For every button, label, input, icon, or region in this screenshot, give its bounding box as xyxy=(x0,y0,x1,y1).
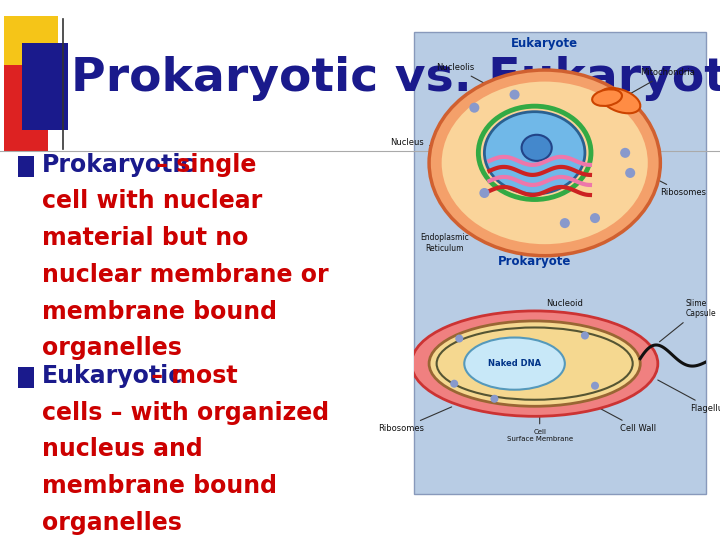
Text: Nucleus: Nucleus xyxy=(390,138,487,152)
Text: Eukaryote: Eukaryote xyxy=(511,37,578,50)
FancyBboxPatch shape xyxy=(4,65,48,151)
FancyBboxPatch shape xyxy=(22,43,68,130)
Circle shape xyxy=(591,382,599,390)
Circle shape xyxy=(590,213,600,223)
Text: organelles: organelles xyxy=(42,511,181,535)
Circle shape xyxy=(490,395,498,403)
Text: nucleus and: nucleus and xyxy=(42,437,202,461)
Text: Cell
Surface Membrane: Cell Surface Membrane xyxy=(507,409,572,442)
Text: cells – with organized: cells – with organized xyxy=(42,401,329,424)
Text: nuclear membrane or: nuclear membrane or xyxy=(42,263,328,287)
Text: material but no: material but no xyxy=(42,226,248,250)
Text: Slime
Capsule: Slime Capsule xyxy=(660,299,716,342)
Circle shape xyxy=(560,218,570,228)
FancyBboxPatch shape xyxy=(4,16,58,119)
Circle shape xyxy=(455,334,463,342)
Circle shape xyxy=(510,90,520,100)
Circle shape xyxy=(625,168,635,178)
Ellipse shape xyxy=(412,311,658,416)
Text: Naked DNA: Naked DNA xyxy=(488,359,541,368)
Text: Cell Wall: Cell Wall xyxy=(598,407,656,434)
Text: Ribosomes: Ribosomes xyxy=(378,407,451,434)
Ellipse shape xyxy=(592,89,622,106)
Ellipse shape xyxy=(429,70,660,256)
Ellipse shape xyxy=(600,88,640,113)
Ellipse shape xyxy=(521,135,552,161)
Circle shape xyxy=(450,380,458,388)
Text: membrane bound: membrane bound xyxy=(42,474,276,498)
Text: membrane bound: membrane bound xyxy=(42,300,276,323)
Text: Prokaryotic vs. Eukaryotic: Prokaryotic vs. Eukaryotic xyxy=(71,56,720,101)
Text: Prokaryote: Prokaryote xyxy=(498,255,572,268)
Ellipse shape xyxy=(429,321,640,406)
Text: – single: – single xyxy=(148,153,257,177)
Text: cell with nuclear: cell with nuclear xyxy=(42,190,262,213)
Text: Nucleolis: Nucleolis xyxy=(436,63,527,106)
Circle shape xyxy=(581,332,589,340)
Ellipse shape xyxy=(464,338,564,390)
FancyBboxPatch shape xyxy=(18,367,34,388)
Circle shape xyxy=(480,188,490,198)
Text: Endoplasmic
Reticulum: Endoplasmic Reticulum xyxy=(420,210,507,253)
Text: Mitochondria: Mitochondria xyxy=(626,68,695,96)
Text: – most: – most xyxy=(143,364,237,388)
FancyBboxPatch shape xyxy=(414,32,706,494)
Ellipse shape xyxy=(485,112,585,194)
Circle shape xyxy=(469,103,480,113)
Text: organelles: organelles xyxy=(42,336,181,360)
Text: Flagellum: Flagellum xyxy=(658,380,720,413)
Circle shape xyxy=(620,148,630,158)
Text: Eukaryotic: Eukaryotic xyxy=(42,364,183,388)
Text: Nucleoid: Nucleoid xyxy=(546,299,583,326)
FancyBboxPatch shape xyxy=(18,156,34,177)
Text: Prokaryotic: Prokaryotic xyxy=(42,153,195,177)
Ellipse shape xyxy=(441,82,648,244)
Text: Ribosomes: Ribosomes xyxy=(643,172,706,198)
